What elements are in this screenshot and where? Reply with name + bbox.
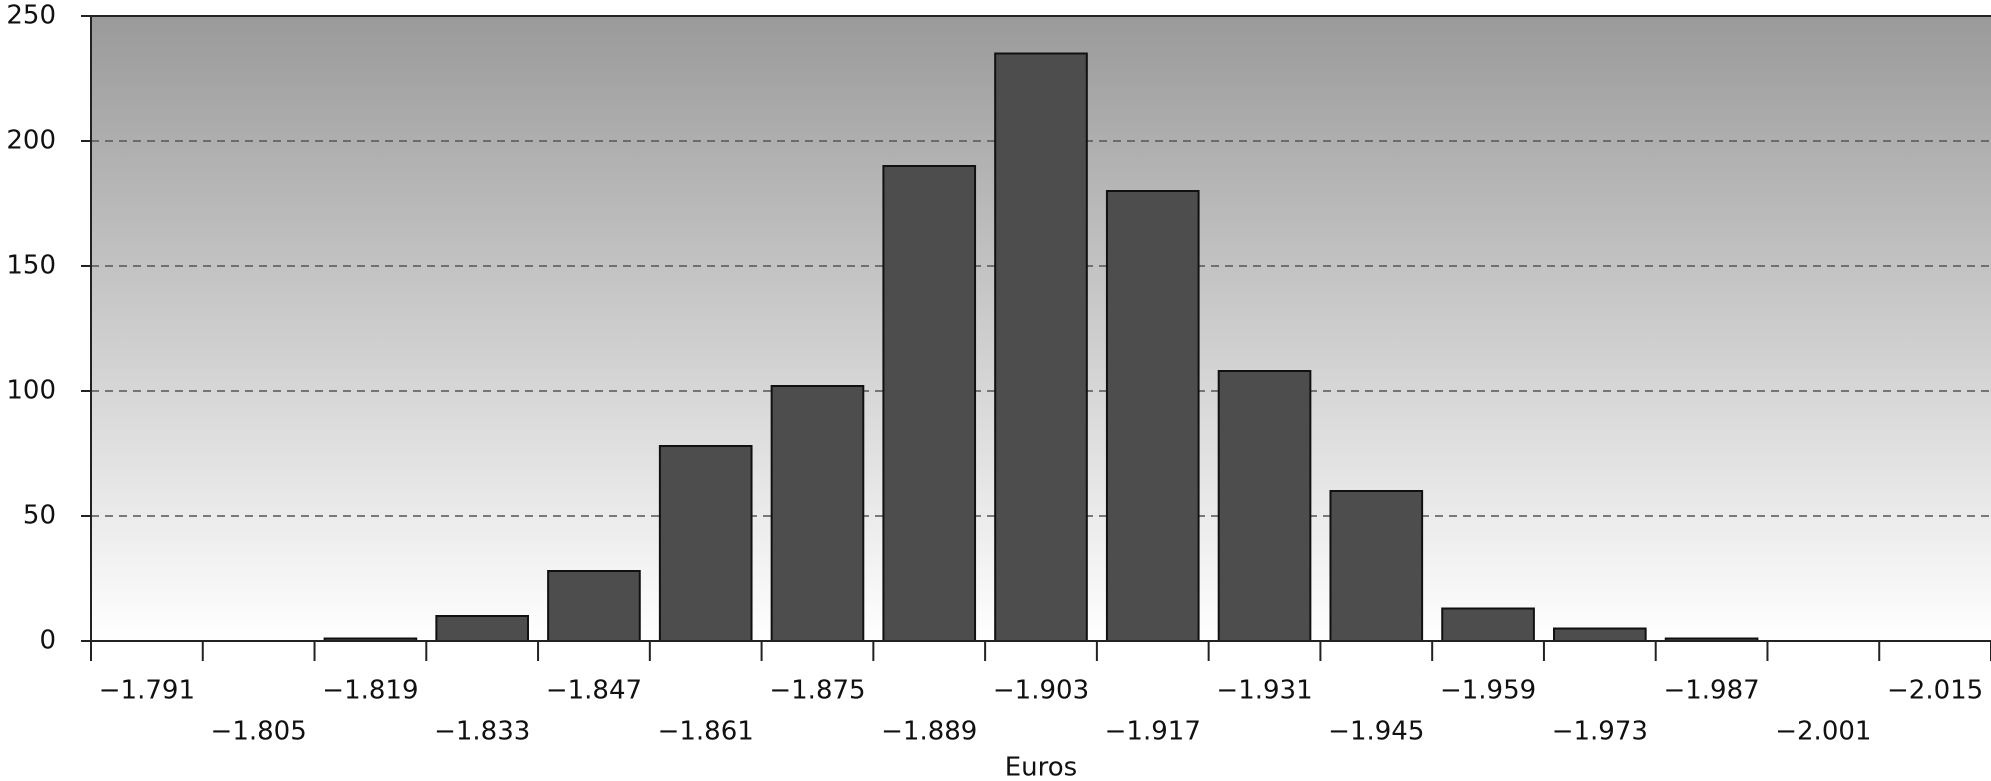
y-tick-label: 250: [6, 1, 56, 31]
bar: [1441, 607, 1535, 642]
x-tick-label: −1.987: [1663, 676, 1759, 706]
bar: [547, 570, 641, 642]
x-tick-label: −1.791: [99, 676, 195, 706]
x-tick-label: −1.819: [322, 676, 418, 706]
x-tick-label: −1.917: [1105, 717, 1201, 747]
bar: [994, 52, 1088, 642]
x-tick-label: −1.903: [993, 676, 1089, 706]
bar: [1553, 627, 1647, 642]
bar: [1329, 490, 1424, 642]
x-tick-label: −1.931: [1216, 676, 1312, 706]
y-tick-label: 50: [23, 501, 56, 531]
y-tick-label: 200: [6, 126, 56, 156]
x-tick-label: −2.001: [1775, 717, 1871, 747]
bar: [770, 385, 865, 642]
x-tick-label: −1.847: [546, 676, 642, 706]
bar: [658, 445, 753, 642]
x-tick-label: −1.959: [1440, 676, 1536, 706]
bar: [1217, 370, 1312, 642]
x-tick-label: −1.875: [769, 676, 865, 706]
x-tick-label: −1.889: [881, 717, 977, 747]
bar: [1105, 190, 1200, 642]
x-tick-label: −1.833: [434, 717, 530, 747]
x-tick-label: −2.015: [1887, 676, 1983, 706]
x-axis-label: Euros: [1005, 753, 1077, 781]
y-tick-label: 0: [39, 626, 56, 656]
bar: [435, 615, 529, 642]
y-tick-label: 150: [6, 251, 56, 281]
y-tick-label: 100: [6, 376, 56, 406]
bar: [882, 165, 977, 642]
x-tick-label: −1.945: [1328, 717, 1424, 747]
x-tick-label: −1.973: [1552, 717, 1648, 747]
x-tick-label: −1.805: [211, 717, 307, 747]
x-tick-label: −1.861: [658, 717, 754, 747]
